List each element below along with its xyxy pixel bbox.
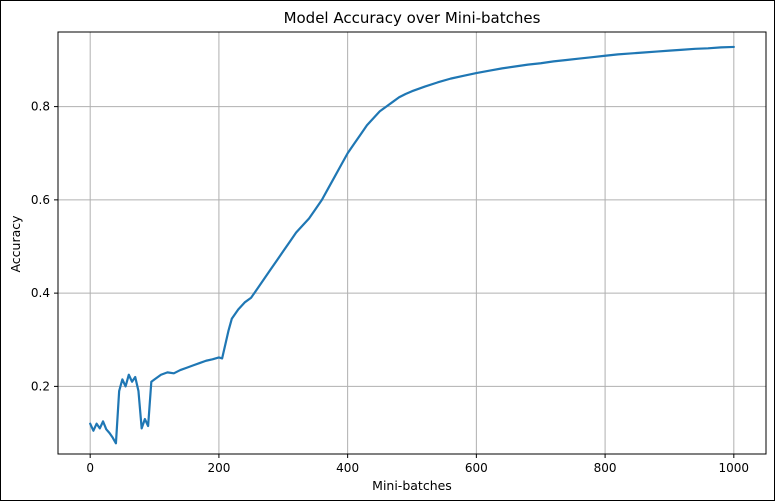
x-tick-label: 200 <box>207 461 230 475</box>
grid-lines <box>58 32 766 454</box>
y-tick-label: 0.2 <box>31 379 50 393</box>
x-tick-label: 600 <box>465 461 488 475</box>
y-tick-label: 0.6 <box>31 193 50 207</box>
y-tick-label: 0.4 <box>31 286 50 300</box>
y-axis-label: Accuracy <box>8 215 23 273</box>
y-tick-label: 0.8 <box>31 100 50 114</box>
accuracy-series-line <box>89 45 735 445</box>
x-axis-label: Mini-batches <box>372 478 452 493</box>
plot-frame <box>57 31 767 455</box>
x-tick-label: 1000 <box>719 461 750 475</box>
x-tick-label: 800 <box>594 461 617 475</box>
x-tick-label: 400 <box>336 461 359 475</box>
axis-ticks: 0 200 400 600 800 1000 0.2 0.4 0.6 0.8 <box>31 100 749 475</box>
x-tick-label: 0 <box>86 461 94 475</box>
chart-title: Model Accuracy over Mini-batches <box>284 9 541 27</box>
